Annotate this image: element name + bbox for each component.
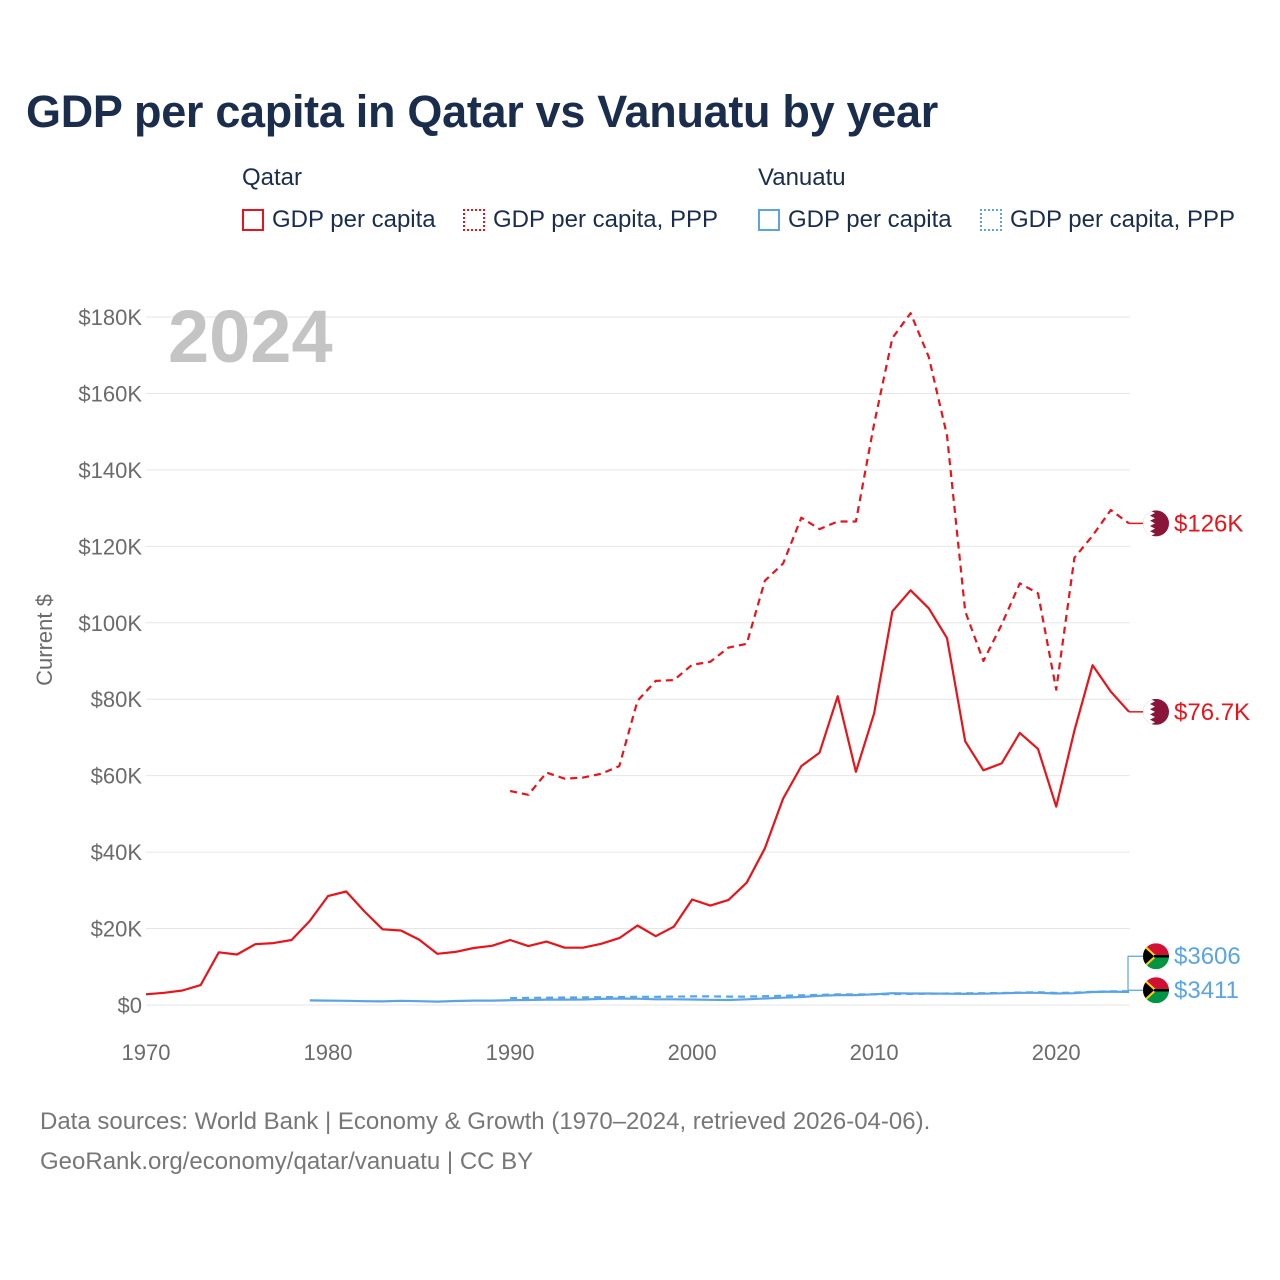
y-tick-label: $140K xyxy=(78,458,142,483)
x-tick-label: 1970 xyxy=(122,1040,171,1065)
end-label-qatar-0: $76.7K xyxy=(1174,699,1250,726)
vanuatu-flag-icon xyxy=(1143,943,1169,970)
x-tick-label: 2020 xyxy=(1032,1040,1081,1065)
legend-group-qatar: Qatar xyxy=(242,164,303,191)
x-tick-label: 2000 xyxy=(668,1040,717,1065)
end-label-vanuatu-0: $3606 xyxy=(1174,943,1241,970)
end-label-vanuatu-1: $3411 xyxy=(1174,977,1239,1004)
y-tick-label: $80K xyxy=(91,687,143,712)
legend-item-vanuatu-gdp[interactable]: GDP per capita xyxy=(758,205,952,235)
legend-label: GDP per capita, PPP xyxy=(493,206,718,233)
end-label-qatar-1: $126K xyxy=(1174,510,1243,537)
x-tick-label: 2010 xyxy=(850,1040,899,1065)
y-tick-label: $100K xyxy=(78,611,142,636)
y-tick-label: $180K xyxy=(78,305,142,330)
legend-item-qatar-gdp[interactable]: GDP per capita xyxy=(242,205,436,235)
legend-label: GDP per capita xyxy=(788,206,952,233)
y-tick-label: $60K xyxy=(91,764,143,789)
series-line-0 xyxy=(145,589,1130,996)
series-line-1 xyxy=(509,312,1130,796)
legend-label: GDP per capita, PPP xyxy=(1010,206,1235,233)
y-tick-label: $120K xyxy=(78,534,142,559)
legend-swatch-dotted-icon xyxy=(463,209,485,231)
y-tick-label: $0 xyxy=(118,993,142,1018)
end-connector-bracket xyxy=(1127,955,1143,992)
legend-item-qatar-gdp-ppp[interactable]: GDP per capita, PPP xyxy=(463,205,718,235)
y-tick-label: $20K xyxy=(91,917,143,942)
legend-swatch-solid-icon xyxy=(242,209,264,231)
x-tick-label: 1980 xyxy=(304,1040,353,1065)
qatar-flag-icon xyxy=(1143,510,1169,537)
y-axis-label: Current $ xyxy=(32,594,57,686)
legend-group-vanuatu: Vanuatu xyxy=(758,164,846,191)
legend-item-vanuatu-gdp-ppp[interactable]: GDP per capita, PPP xyxy=(980,205,1235,235)
year-watermark: 2024 xyxy=(168,295,333,378)
footer-sources: Data sources: World Bank | Economy & Gro… xyxy=(40,1108,931,1135)
legend-label: GDP per capita xyxy=(272,206,436,233)
x-tick-label: 1990 xyxy=(486,1040,535,1065)
legend-swatch-dotted-icon xyxy=(980,209,1002,231)
chart-title: GDP per capita in Qatar vs Vanuatu by ye… xyxy=(26,86,938,137)
qatar-flag-icon xyxy=(1143,698,1169,725)
vanuatu-flag-icon xyxy=(1143,977,1169,1004)
footer-credit[interactable]: GeoRank.org/economy/qatar/vanuatu | CC B… xyxy=(40,1148,534,1175)
y-tick-label: $40K xyxy=(91,840,143,865)
y-tick-label: $160K xyxy=(78,381,142,406)
legend-swatch-solid-icon xyxy=(758,209,780,231)
